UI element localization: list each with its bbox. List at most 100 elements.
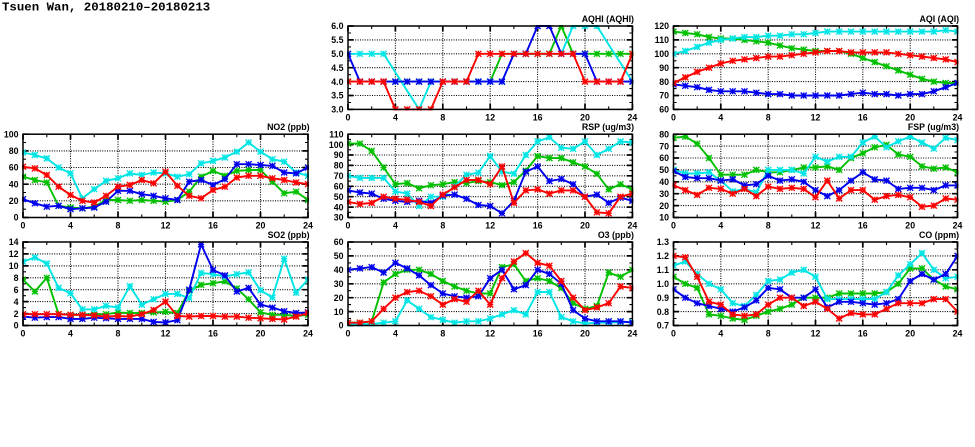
svg-text:8: 8	[116, 329, 121, 339]
svg-text:60: 60	[9, 163, 19, 173]
svg-text:20: 20	[256, 221, 266, 231]
svg-text:CO (ppm): CO (ppm)	[919, 230, 959, 240]
svg-text:3.5: 3.5	[331, 91, 343, 101]
svg-text:80: 80	[659, 129, 669, 139]
svg-text:40: 40	[9, 179, 19, 189]
svg-text:20: 20	[905, 329, 915, 339]
svg-text:100: 100	[654, 49, 669, 59]
svg-text:12: 12	[485, 221, 495, 231]
svg-text:0: 0	[21, 329, 26, 339]
svg-text:40: 40	[659, 177, 669, 187]
svg-text:8: 8	[14, 273, 19, 283]
svg-text:12: 12	[161, 329, 171, 339]
svg-text:0: 0	[346, 221, 351, 231]
svg-text:5.5: 5.5	[331, 35, 343, 45]
svg-text:50: 50	[334, 251, 344, 261]
svg-text:16: 16	[858, 329, 868, 339]
svg-text:20: 20	[256, 329, 266, 339]
svg-text:0: 0	[671, 329, 676, 339]
svg-text:NO2 (ppb): NO2 (ppb)	[267, 122, 310, 132]
svg-text:90: 90	[334, 150, 344, 160]
svg-text:0: 0	[14, 321, 19, 331]
svg-text:3.0: 3.0	[331, 105, 343, 115]
svg-text:70: 70	[659, 141, 669, 151]
svg-text:0.8: 0.8	[657, 307, 669, 317]
svg-text:12: 12	[811, 329, 821, 339]
svg-text:1.2: 1.2	[657, 251, 669, 261]
svg-text:4: 4	[393, 329, 398, 339]
svg-text:0: 0	[671, 221, 676, 231]
svg-text:30: 30	[334, 213, 344, 223]
svg-text:4.0: 4.0	[331, 77, 343, 87]
svg-text:60: 60	[334, 237, 344, 247]
svg-text:4: 4	[14, 297, 19, 307]
svg-text:12: 12	[485, 113, 495, 123]
svg-text:4: 4	[718, 329, 723, 339]
svg-text:12: 12	[485, 329, 495, 339]
svg-text:24: 24	[953, 329, 963, 339]
svg-text:8: 8	[766, 113, 771, 123]
svg-text:16: 16	[858, 113, 868, 123]
svg-text:6: 6	[14, 285, 19, 295]
svg-text:80: 80	[9, 146, 19, 156]
svg-text:20: 20	[659, 201, 669, 211]
svg-text:20: 20	[580, 221, 590, 231]
svg-text:24: 24	[628, 113, 638, 123]
svg-text:70: 70	[659, 91, 669, 101]
svg-text:1.0: 1.0	[657, 279, 669, 289]
svg-text:20: 20	[9, 196, 19, 206]
svg-text:24: 24	[953, 113, 963, 123]
svg-text:80: 80	[659, 77, 669, 87]
svg-text:8: 8	[766, 329, 771, 339]
svg-text:12: 12	[161, 221, 171, 231]
svg-text:Tsuen Wan, 20180210–20180213: Tsuen Wan, 20180210–20180213	[2, 1, 210, 15]
svg-text:24: 24	[953, 221, 963, 231]
svg-text:100: 100	[4, 129, 19, 139]
svg-text:4: 4	[68, 329, 73, 339]
svg-text:4: 4	[68, 221, 73, 231]
svg-text:20: 20	[334, 293, 344, 303]
svg-text:16: 16	[533, 113, 543, 123]
svg-text:20: 20	[905, 113, 915, 123]
svg-text:0.7: 0.7	[657, 321, 669, 331]
svg-text:AQHI (AQHI): AQHI (AQHI)	[582, 14, 634, 24]
svg-text:4: 4	[718, 113, 723, 123]
svg-text:110: 110	[329, 129, 343, 139]
svg-text:16: 16	[533, 329, 543, 339]
svg-text:10: 10	[659, 213, 669, 223]
svg-text:16: 16	[533, 221, 543, 231]
svg-text:0: 0	[346, 113, 351, 123]
svg-text:12: 12	[9, 249, 19, 259]
svg-text:FSP (ug/m3): FSP (ug/m3)	[908, 122, 959, 132]
svg-text:4: 4	[393, 113, 398, 123]
svg-text:0: 0	[346, 329, 351, 339]
svg-text:5.0: 5.0	[331, 49, 343, 59]
svg-text:24: 24	[628, 221, 638, 231]
svg-text:0: 0	[339, 321, 344, 331]
svg-text:10: 10	[334, 307, 344, 317]
svg-text:40: 40	[334, 265, 344, 275]
svg-text:SO2 (ppb): SO2 (ppb)	[268, 230, 310, 240]
svg-text:O3 (ppb): O3 (ppb)	[598, 230, 634, 240]
svg-text:8: 8	[766, 221, 771, 231]
svg-text:4.5: 4.5	[331, 63, 343, 73]
svg-text:8: 8	[440, 113, 445, 123]
svg-text:60: 60	[659, 153, 669, 163]
svg-text:0: 0	[671, 113, 676, 123]
svg-text:20: 20	[580, 329, 590, 339]
svg-text:100: 100	[329, 140, 344, 150]
svg-text:0: 0	[21, 221, 26, 231]
svg-text:110: 110	[655, 35, 669, 45]
svg-text:8: 8	[440, 329, 445, 339]
svg-text:0: 0	[14, 213, 19, 223]
svg-text:80: 80	[334, 161, 344, 171]
svg-text:0.9: 0.9	[657, 293, 669, 303]
svg-text:4: 4	[718, 221, 723, 231]
svg-text:24: 24	[303, 329, 313, 339]
svg-text:1.1: 1.1	[657, 265, 669, 275]
svg-text:8: 8	[440, 221, 445, 231]
svg-text:4: 4	[393, 221, 398, 231]
svg-text:1.3: 1.3	[657, 237, 669, 247]
svg-text:50: 50	[334, 192, 344, 202]
svg-text:60: 60	[334, 182, 344, 192]
